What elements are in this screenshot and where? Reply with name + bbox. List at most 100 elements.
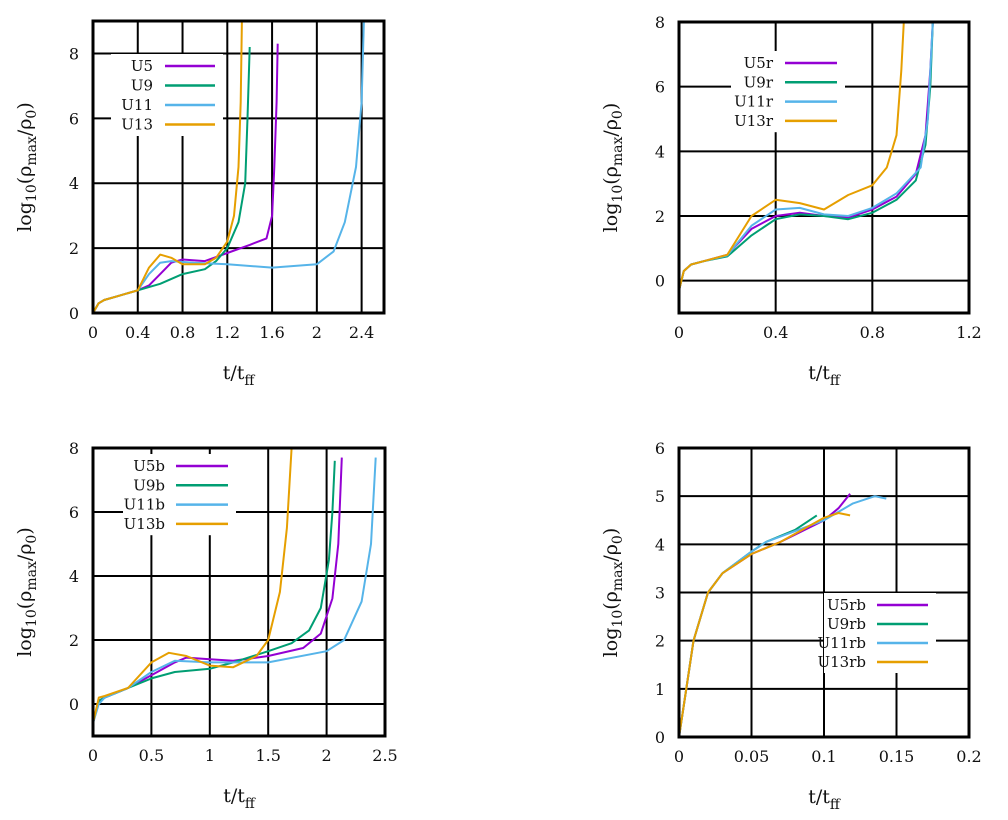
y-axis-label-sub: 0 [610,110,626,119]
y-tick-label: 8 [69,44,79,63]
y-tick-label: 4 [69,174,79,193]
y-axis-label: log10(ρmax/ρ0) [14,102,40,232]
plot-frame [91,446,387,738]
series-line-U13 [92,20,243,314]
x-tick-label: 0.8 [170,323,195,342]
x-axis-label: t/tff [808,786,841,813]
legend-label: U11b [124,496,165,514]
y-axis-label-part: log [600,203,622,233]
x-tick-label: 0.15 [879,747,915,766]
legend-label: U13r [734,112,774,130]
legend-label: U13rb [817,653,866,671]
x-tick-label: 0.05 [734,747,770,766]
y-axis-label-part: /ρ [600,119,622,137]
legend-label: U9 [131,77,153,95]
plot-frame [91,19,386,315]
legend-label: U13b [124,515,165,533]
y-axis-label-sub: 0 [24,535,40,544]
y-tick-label: 1 [655,680,665,699]
y-axis-label-part: (ρ [14,591,36,610]
y-tick-label: 5 [655,487,665,506]
y-axis-label-part: ) [600,103,622,110]
y-tick-label: 2 [655,207,665,226]
x-tick-label: 1.5 [255,746,280,765]
legend-label: U11r [734,93,774,111]
x-tick-label: 0.4 [763,323,788,342]
y-tick-label: 4 [655,142,665,161]
x-tick-label: 0.4 [125,323,150,342]
legend-label: U5b [133,457,165,475]
y-axis-label-part: /ρ [14,119,36,137]
x-tick-label: 1 [205,746,215,765]
y-axis-label-sub: max [610,562,626,592]
y-tick-label: 6 [655,439,665,458]
x-tick-label: 2.4 [349,323,374,342]
y-axis-label-part: /ρ [14,544,36,562]
y-axis-label-part: (ρ [600,591,622,610]
legend-label: U11rb [817,634,866,652]
y-tick-label: 2 [69,631,79,650]
y-axis-label-sub: 0 [610,535,626,544]
y-tick-label: 2 [655,632,665,651]
x-tick-label: 0 [88,746,98,765]
y-axis-label-part: ) [600,528,622,535]
y-axis-label-part: log [600,628,622,658]
y-tick-label: 4 [655,535,665,554]
legend-label: U5 [131,57,153,75]
x-tick-label: 1.2 [215,323,240,342]
y-axis-label: log10(ρmax/ρ0) [600,528,626,658]
y-tick-label: 0 [69,304,79,323]
x-tick-label: 2 [312,323,322,342]
legend-label: U9b [133,476,165,494]
y-tick-label: 6 [69,503,79,522]
series-line-U9rb [678,514,818,738]
y-axis-label: log10(ρmax/ρ0) [14,527,40,657]
legend-label: U9r [744,73,774,91]
y-tick-label: 0 [655,272,665,291]
x-tick-label: 0.5 [139,746,164,765]
x-tick-label: 2 [322,746,332,765]
y-axis-label-sub: 10 [24,609,40,627]
x-tick-label: 0.8 [860,323,885,342]
y-axis-label-part: log [14,202,36,232]
plot-frame [677,20,971,315]
y-axis-label-sub: 10 [24,184,40,202]
y-axis-label-sub: 10 [610,185,626,203]
y-tick-label: 8 [655,13,665,32]
y-tick-label: 4 [69,567,79,586]
y-tick-label: 2 [69,239,79,258]
y-tick-label: 0 [655,728,665,747]
x-tick-label: 0 [88,323,98,342]
x-axis-label-sub: ff [245,796,256,812]
y-axis-label-part: /ρ [600,544,622,562]
y-tick-label: 3 [655,584,665,603]
legend-label: U5rb [827,596,866,614]
y-axis-label-sub: max [24,136,40,166]
plot-frame [677,446,971,739]
y-tick-label: 6 [655,78,665,97]
x-axis-label: t/tff [808,362,841,389]
x-axis-label: t/tff [223,785,256,812]
y-tick-label: 8 [69,439,79,458]
legend-box [824,593,936,673]
y-axis-label-part: (ρ [600,166,622,185]
y-axis-label: log10(ρmax/ρ0) [600,103,626,233]
y-axis-label-part: (ρ [14,166,36,185]
legend-box [731,51,845,133]
series-line-U13rb [678,512,851,738]
x-axis-label-sub: ff [244,373,255,389]
legend-label: U11 [121,96,153,114]
y-axis-label-part: ) [14,527,36,534]
x-tick-label: 0 [674,323,684,342]
y-axis-label-sub: max [24,561,40,591]
y-axis-label-sub: max [610,137,626,167]
legend-box [111,54,223,136]
series-line-U13r [678,21,905,291]
y-tick-label: 0 [69,695,79,714]
legend-label: U5r [744,54,774,72]
x-tick-label: 2.5 [372,746,397,765]
